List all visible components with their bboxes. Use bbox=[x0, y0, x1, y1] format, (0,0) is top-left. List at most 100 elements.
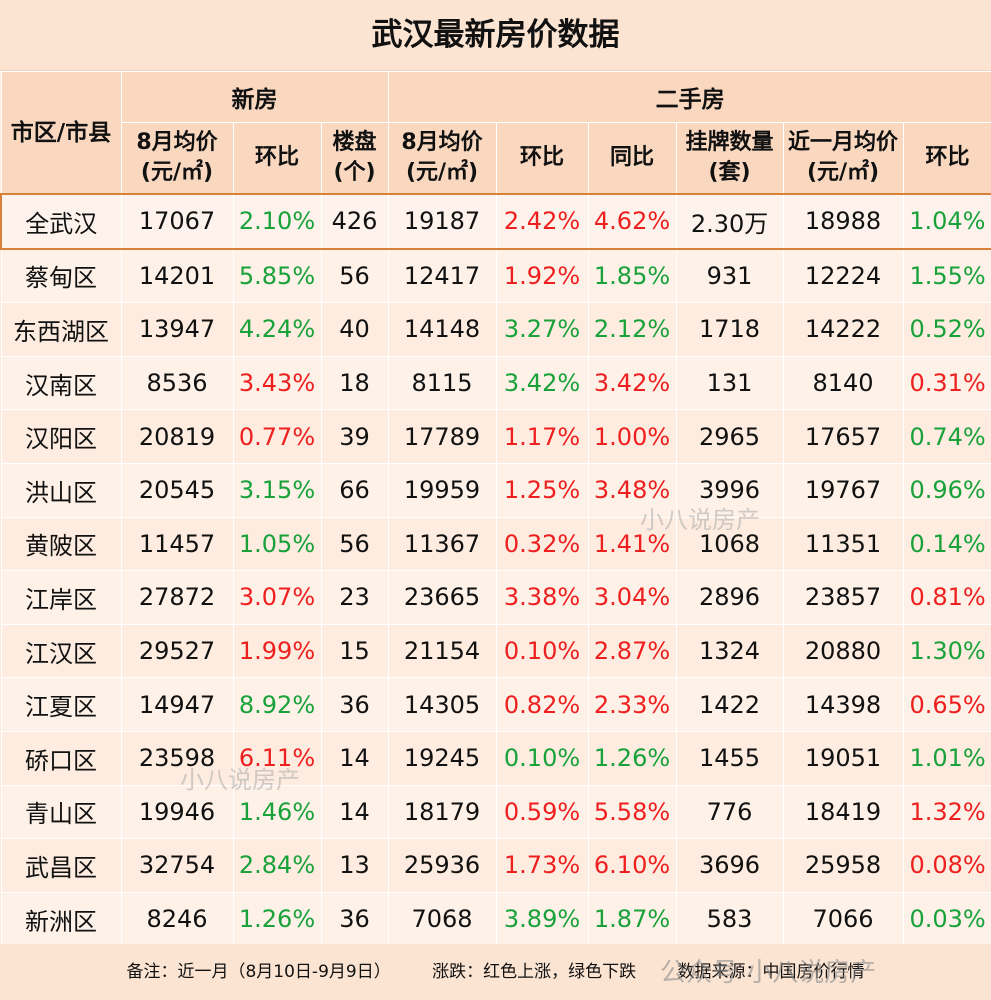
second-mom-cell: 3.27% bbox=[495, 302, 589, 357]
footer-source: 数据来源：中国房价行情 bbox=[677, 962, 865, 982]
col-header: 环比 bbox=[232, 122, 322, 195]
district-cell: 黄陂区 bbox=[0, 516, 122, 572]
recent-mom-cell: 0.03% bbox=[902, 891, 991, 947]
second-price-cell: 17789 bbox=[387, 409, 497, 464]
col-header: 近一月均价(元/㎡) bbox=[782, 122, 904, 195]
listings-cell: 1718 bbox=[675, 302, 784, 357]
new-mom-cell: 3.15% bbox=[232, 462, 322, 518]
recent-price-cell: 25958 bbox=[782, 838, 904, 893]
second-mom-cell: 1.92% bbox=[495, 248, 589, 304]
district-cell: 汉南区 bbox=[0, 355, 122, 411]
recent-mom-cell: 0.65% bbox=[902, 677, 991, 732]
second-price-cell: 8115 bbox=[387, 355, 497, 411]
table-row: 硚口区 23598 6.11% 14 19245 0.10% 1.26% 1455 19051 1… bbox=[0, 730, 991, 786]
new-mom-cell: 5.85% bbox=[232, 248, 322, 304]
second-price-cell: 19959 bbox=[387, 462, 497, 518]
second-hand-group-header: 二手房 bbox=[387, 71, 991, 123]
table-row: 蔡甸区 14201 5.85% 56 12417 1.92% 1.85% 931 12224 1.… bbox=[0, 248, 991, 304]
col-header: 环比 bbox=[902, 122, 991, 195]
recent-price-cell: 20880 bbox=[782, 623, 904, 679]
second-yoy-cell: 1.41% bbox=[587, 516, 677, 572]
recent-mom-cell: 1.55% bbox=[902, 248, 991, 304]
recent-mom-cell: 1.32% bbox=[902, 784, 991, 840]
recent-price-cell: 23857 bbox=[782, 570, 904, 625]
projects-cell: 14 bbox=[320, 784, 389, 840]
col-header: 同比 bbox=[587, 122, 677, 195]
footer-legend: 涨跌：红色上涨，绿色下跌 bbox=[432, 962, 637, 982]
second-mom-cell: 0.59% bbox=[495, 784, 589, 840]
recent-mom-cell: 0.81% bbox=[902, 570, 991, 625]
listings-cell: 2896 bbox=[675, 570, 784, 625]
recent-price-cell: 14398 bbox=[782, 677, 904, 732]
new-mom-cell: 2.10% bbox=[232, 193, 322, 250]
projects-cell: 56 bbox=[320, 516, 389, 572]
listings-cell: 776 bbox=[675, 784, 784, 840]
recent-mom-cell: 0.08% bbox=[902, 838, 991, 893]
second-mom-cell: 3.38% bbox=[495, 570, 589, 625]
recent-price-cell: 11351 bbox=[782, 516, 904, 572]
second-mom-cell: 3.89% bbox=[495, 891, 589, 947]
second-yoy-cell: 1.87% bbox=[587, 891, 677, 947]
recent-mom-cell: 0.14% bbox=[902, 516, 991, 572]
second-yoy-cell: 3.04% bbox=[587, 570, 677, 625]
recent-mom-cell: 1.30% bbox=[902, 623, 991, 679]
district-cell: 东西湖区 bbox=[0, 302, 122, 357]
col-header: 挂牌数量(套) bbox=[675, 122, 784, 195]
table-row: 江夏区 14947 8.92% 36 14305 0.82% 2.33% 1422 14398 0… bbox=[0, 677, 991, 732]
second-mom-cell: 2.42% bbox=[495, 193, 589, 250]
recent-price-cell: 12224 bbox=[782, 248, 904, 304]
second-price-cell: 25936 bbox=[387, 838, 497, 893]
projects-cell: 66 bbox=[320, 462, 389, 518]
district-cell: 江夏区 bbox=[0, 677, 122, 732]
district-cell: 武昌区 bbox=[0, 838, 122, 893]
second-yoy-cell: 6.10% bbox=[587, 838, 677, 893]
new-mom-cell: 6.11% bbox=[232, 730, 322, 786]
new-price-cell: 8246 bbox=[120, 891, 234, 947]
second-price-cell: 7068 bbox=[387, 891, 497, 947]
projects-cell: 56 bbox=[320, 248, 389, 304]
second-yoy-cell: 2.12% bbox=[587, 302, 677, 357]
table-row: 东西湖区 13947 4.24% 40 14148 3.27% 2.12% 1718 14222… bbox=[0, 302, 991, 357]
second-price-cell: 14305 bbox=[387, 677, 497, 732]
table-row: 新洲区 8246 1.26% 36 7068 3.89% 1.87% 583 7066 0.03% bbox=[0, 891, 991, 947]
district-cell: 洪山区 bbox=[0, 462, 122, 518]
new-price-cell: 13947 bbox=[120, 302, 234, 357]
page-title: 武汉最新房价数据 bbox=[0, 0, 991, 71]
recent-price-cell: 19767 bbox=[782, 462, 904, 518]
second-mom-cell: 0.32% bbox=[495, 516, 589, 572]
recent-mom-cell: 1.04% bbox=[902, 193, 991, 250]
table-row: 青山区 19946 1.46% 14 18179 0.59% 5.58% 776 18419 1.… bbox=[0, 784, 991, 840]
projects-cell: 426 bbox=[320, 193, 389, 250]
second-yoy-cell: 4.62% bbox=[587, 193, 677, 250]
district-cell: 汉阳区 bbox=[0, 409, 122, 464]
new-price-cell: 23598 bbox=[120, 730, 234, 786]
new-price-cell: 20819 bbox=[120, 409, 234, 464]
projects-cell: 14 bbox=[320, 730, 389, 786]
second-yoy-cell: 1.26% bbox=[587, 730, 677, 786]
recent-price-cell: 8140 bbox=[782, 355, 904, 411]
listings-cell: 583 bbox=[675, 891, 784, 947]
second-mom-cell: 1.25% bbox=[495, 462, 589, 518]
district-cell: 江岸区 bbox=[0, 570, 122, 625]
second-yoy-cell: 2.87% bbox=[587, 623, 677, 679]
table-row: 汉阳区 20819 0.77% 39 17789 1.17% 1.00% 2965 17657 0… bbox=[0, 409, 991, 464]
recent-price-cell: 19051 bbox=[782, 730, 904, 786]
new-mom-cell: 3.07% bbox=[232, 570, 322, 625]
district-cell: 全武汉 bbox=[0, 193, 122, 250]
table-row: 全武汉 17067 2.10% 426 19187 2.42% 4.62% 2.30万 1898… bbox=[0, 193, 991, 250]
listings-cell: 3696 bbox=[675, 838, 784, 893]
second-yoy-cell: 3.48% bbox=[587, 462, 677, 518]
second-price-cell: 19187 bbox=[387, 193, 497, 250]
table-row: 洪山区 20545 3.15% 66 19959 1.25% 3.48% 3996 19767 0… bbox=[0, 462, 991, 518]
recent-mom-cell: 0.96% bbox=[902, 462, 991, 518]
recent-mom-cell: 0.52% bbox=[902, 302, 991, 357]
new-mom-cell: 3.43% bbox=[232, 355, 322, 411]
table-row: 江岸区 27872 3.07% 23 23665 3.38% 3.04% 2896 23857 0… bbox=[0, 570, 991, 625]
projects-cell: 13 bbox=[320, 838, 389, 893]
new-house-group-header: 新房 bbox=[120, 71, 389, 123]
new-mom-cell: 0.77% bbox=[232, 409, 322, 464]
district-cell: 硚口区 bbox=[0, 730, 122, 786]
listings-cell: 1324 bbox=[675, 623, 784, 679]
new-mom-cell: 1.26% bbox=[232, 891, 322, 947]
second-mom-cell: 1.17% bbox=[495, 409, 589, 464]
